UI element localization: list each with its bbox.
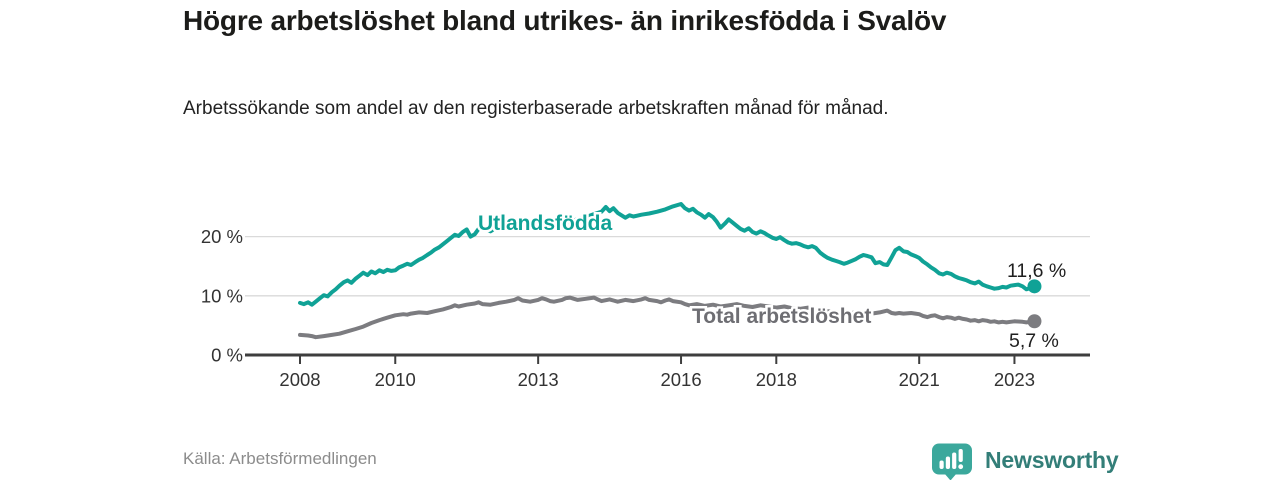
newsworthy-logo: Newsworthy	[931, 443, 1119, 480]
series-label-utlandsfodda: Utlandsfödda	[478, 212, 612, 235]
end-value-label: 5,7 %	[1009, 330, 1059, 352]
chart-labels: Utlandsfödda Total arbetslöshet 11,6 % 5,7 …	[476, 210, 1067, 353]
series-label-total: Total arbetslöshet	[692, 305, 871, 328]
y-tick-label: 10 %	[201, 285, 243, 306]
source-note: Källa: Arbetsförmedlingen	[183, 449, 377, 468]
y-tick-label: 0 %	[211, 345, 243, 366]
series-line	[298, 202, 1037, 307]
x-tick-label: 2016	[660, 369, 701, 390]
bar-chart-speech-bubble-icon	[932, 443, 972, 480]
series-line	[298, 295, 1037, 340]
series-end-dot	[1027, 314, 1042, 329]
y-tick-label: 20 %	[201, 226, 243, 247]
brand-name: Newsworthy	[985, 446, 1119, 473]
x-tick-label: 2013	[518, 369, 559, 390]
x-tick-label: 2010	[375, 369, 416, 390]
x-tick-label: 2023	[994, 369, 1035, 390]
chart-subtitle: Arbetssökande som andel av den registerb…	[183, 98, 889, 119]
end-value-label: 11,6 %	[1007, 260, 1066, 282]
axes: 2008 2010 2013 2016 2018 2021 2023 0 % 10 % 20 %	[201, 226, 1090, 390]
x-tick-label: 2018	[756, 369, 797, 390]
x-tick-label: 2008	[279, 369, 320, 390]
x-tick-label: 2021	[899, 369, 940, 390]
page-title: Högre arbetslöshet bland utrikes- än inr…	[183, 5, 947, 36]
series-end-dot	[1027, 279, 1042, 294]
gridlines	[245, 235, 1090, 297]
data-series	[298, 202, 1042, 340]
